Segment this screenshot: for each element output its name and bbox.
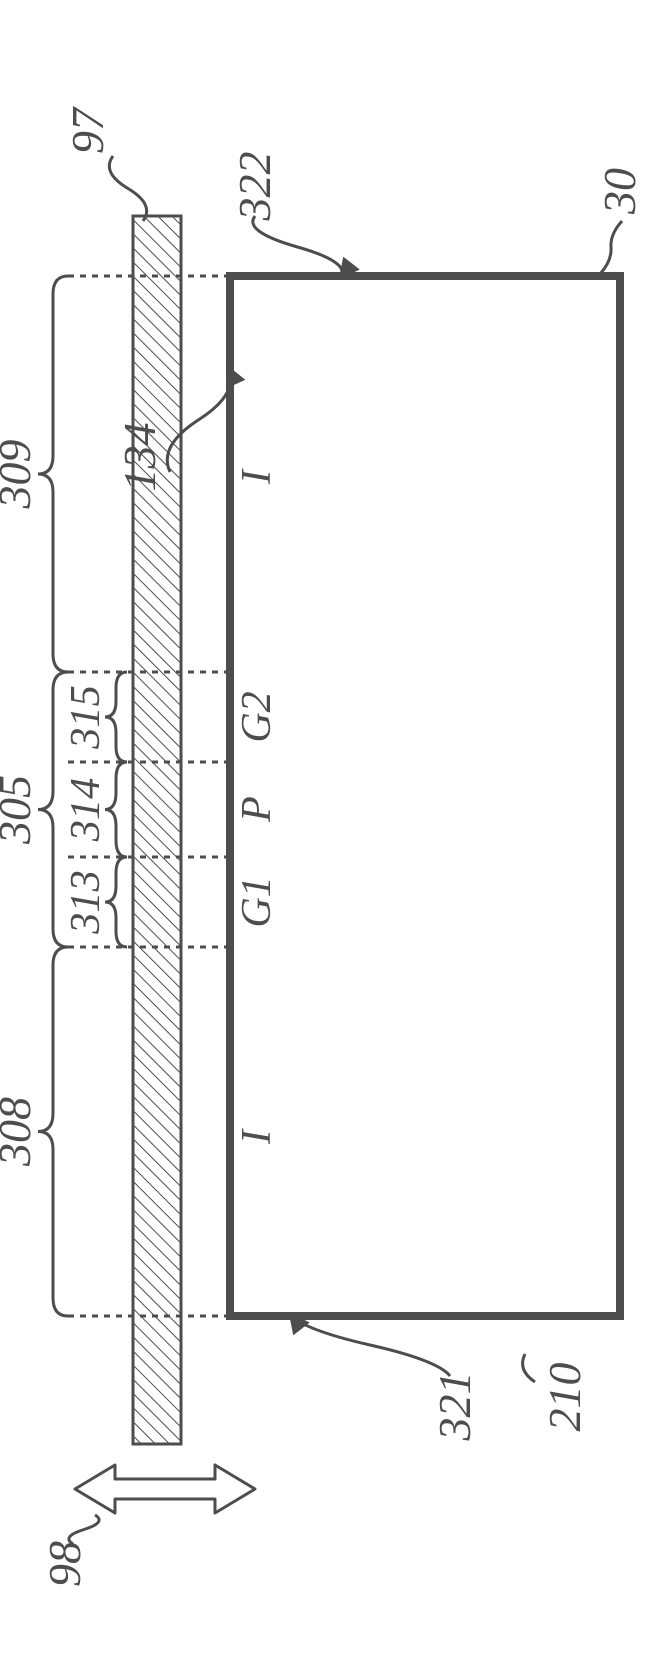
lead-210 bbox=[523, 1354, 535, 1382]
label-313: 313 bbox=[62, 870, 109, 934]
lead-321 bbox=[290, 1314, 450, 1376]
lead-97 bbox=[109, 156, 146, 221]
label-309: 309 bbox=[0, 440, 40, 510]
brace-309 bbox=[38, 276, 68, 672]
region-label: I bbox=[234, 468, 280, 485]
region-label: I bbox=[234, 1128, 280, 1145]
main-box bbox=[230, 276, 620, 1316]
lead-98 bbox=[69, 1515, 99, 1544]
label-30: 30 bbox=[594, 168, 645, 215]
label-308: 308 bbox=[0, 1097, 40, 1167]
region-label: G2 bbox=[234, 691, 280, 742]
label-98: 98 bbox=[39, 1541, 90, 1587]
label-97: 97 bbox=[62, 106, 113, 154]
label-314: 314 bbox=[62, 778, 109, 842]
region-label: G1 bbox=[234, 876, 280, 927]
label-321: 321 bbox=[429, 1372, 480, 1442]
label-305: 305 bbox=[0, 775, 40, 845]
label-210: 210 bbox=[539, 1363, 590, 1432]
region-label: P bbox=[234, 796, 280, 823]
brace-308 bbox=[38, 947, 68, 1316]
label-322: 322 bbox=[229, 152, 280, 222]
lead-30 bbox=[600, 221, 622, 274]
diagram-canvas: 308 305 309 313 314 315 97 I G1 P G2 I 321 322 134 30 98… bbox=[0, 0, 662, 1657]
label-315: 315 bbox=[62, 685, 109, 749]
label-134: 134 bbox=[114, 423, 165, 492]
lead-322 bbox=[253, 216, 342, 278]
hatched-bar bbox=[133, 216, 181, 1444]
double-arrow bbox=[75, 1465, 255, 1513]
